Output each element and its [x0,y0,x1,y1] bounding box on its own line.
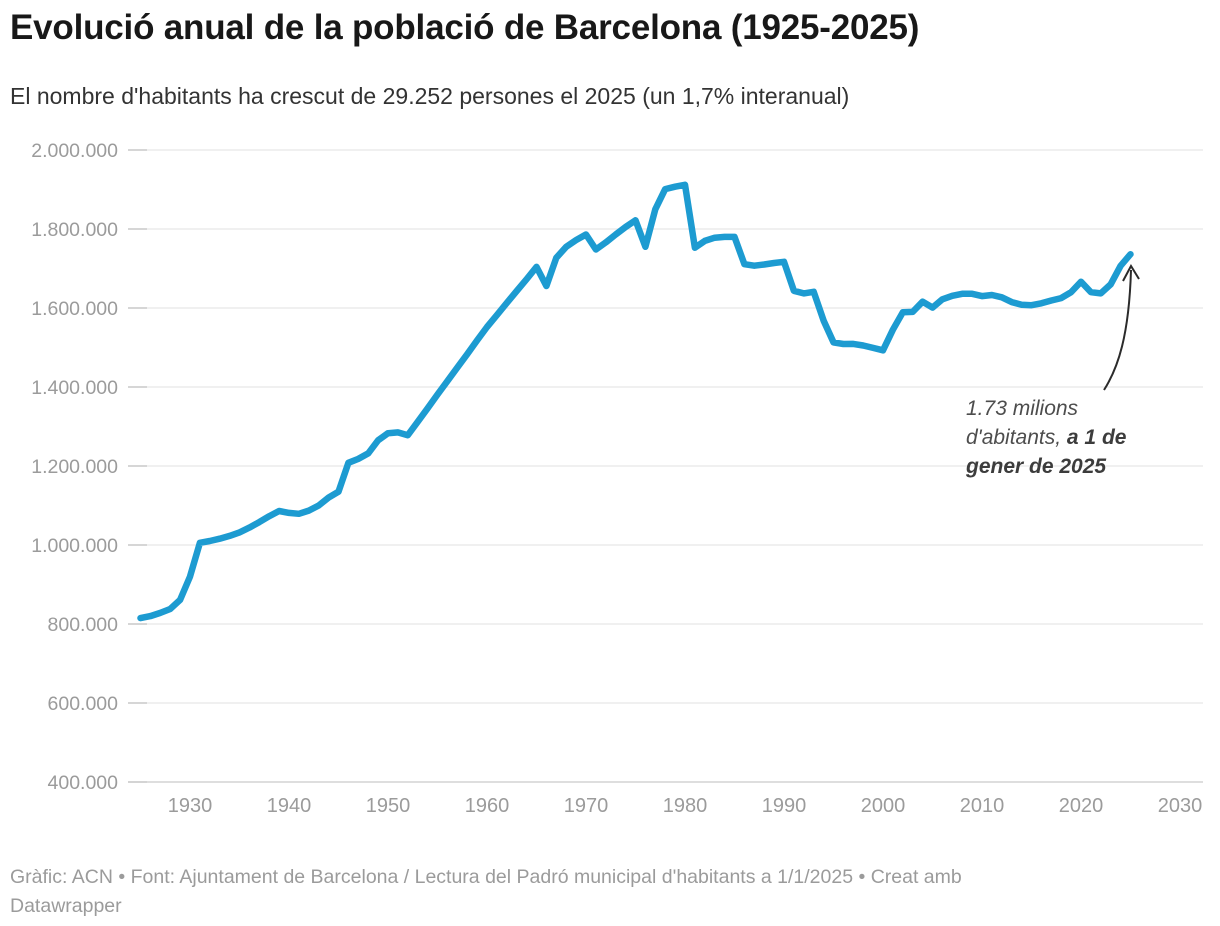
annotation-line: gener de 2025 [966,455,1107,478]
footer-datawrapper-credit: Datawrapper [10,895,122,917]
y-axis-label: 1.200.000 [31,456,118,478]
y-axis-label: 2.000.000 [31,140,118,162]
y-axis-label: 800.000 [48,614,119,636]
y-axis-label: 1.800.000 [31,219,118,241]
x-axis-label: 1990 [762,795,807,817]
x-axis-label: 2010 [960,795,1005,817]
x-axis-label: 1930 [168,795,213,817]
x-axis-label: 2020 [1059,795,1104,817]
x-axis-label: 2030 [1158,795,1203,817]
x-axis-label: 1950 [366,795,411,817]
x-axis-label: 1970 [564,795,609,817]
annotation-text: 1.73 milions d'abitants, a 1 de gener de 2… [966,394,1176,481]
y-axis-label: 1.600.000 [31,298,118,320]
x-axis-label: 2000 [861,795,906,817]
chart-footer: Gràfic: ACN • Font: Ajuntament de Barcel… [10,863,1200,921]
x-axis-label: 1940 [267,795,312,817]
annotation-line: 1.73 milions [966,397,1079,420]
annotation-arrowhead [1122,263,1140,282]
y-axis-label: 600.000 [48,693,119,715]
annotation-line: d'abitants, a 1 de [966,426,1127,449]
y-axis-label: 1.000.000 [31,535,118,557]
chart-subtitle: El nombre d'habitants ha crescut de 29.2… [10,83,850,109]
footer-credit-line: Gràfic: ACN • Font: Ajuntament de Barcel… [10,866,962,888]
annotation-arrow [1103,269,1132,391]
x-axis-label: 1960 [465,795,510,817]
x-axis-label: 1980 [663,795,708,817]
population-line [137,181,1134,622]
y-axis-label: 1.400.000 [31,377,118,399]
page-title: Evolució anual de la població de Barcelo… [10,8,920,47]
y-axis-label: 400.000 [48,772,119,794]
